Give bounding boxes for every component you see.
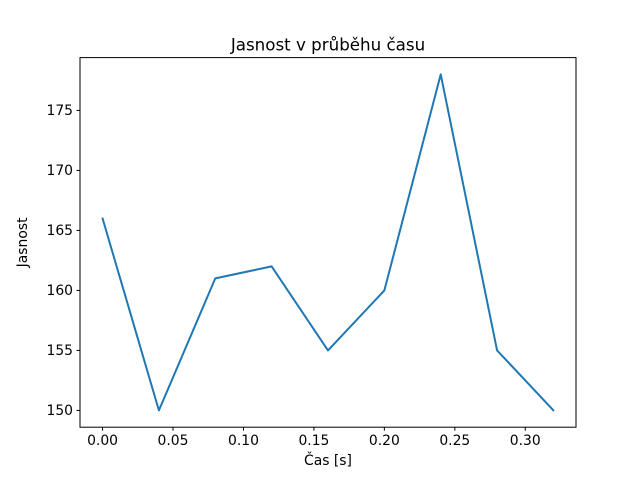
data-line — [101, 73, 555, 412]
x-tick-label: 0.25 — [439, 433, 470, 449]
x-axis-label: Čas [s] — [304, 451, 352, 469]
chart-title: Jasnost v průběhu času — [230, 35, 425, 55]
y-tick-label: 165 — [46, 223, 73, 239]
y-axis-label: Jasnost — [15, 217, 31, 268]
x-tick-label: 0.05 — [158, 433, 189, 449]
x-tick-label: 0.30 — [510, 433, 541, 449]
x-tick-label: 0.00 — [87, 433, 118, 449]
y-tick-label: 160 — [46, 283, 73, 299]
x-tick-label: 0.10 — [228, 433, 259, 449]
x-tick-label: 0.20 — [369, 433, 400, 449]
y-tick-label: 175 — [46, 103, 73, 119]
y-tick-label: 150 — [46, 403, 73, 419]
x-tick-label: 0.15 — [298, 433, 329, 449]
y-tick-label: 155 — [46, 343, 73, 359]
y-tick-label: 170 — [46, 163, 73, 179]
axes-frame — [79, 57, 577, 428]
